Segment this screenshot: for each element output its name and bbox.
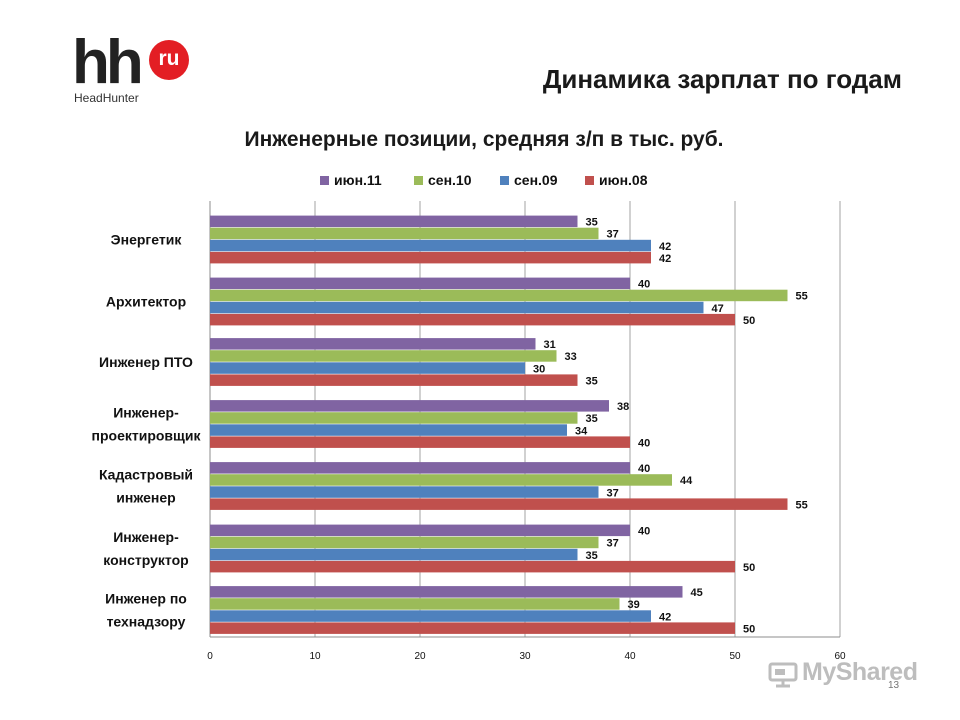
category-label-3-0: Инженер- [113, 405, 179, 421]
slide-title: Динамика зарплат по годам [542, 64, 902, 94]
data-label-3-0: 38 [617, 401, 629, 413]
bar-0-2 [210, 239, 651, 252]
data-label-4-1: 44 [680, 475, 693, 487]
data-label-2-3: 35 [586, 375, 598, 387]
data-label-2-1: 33 [565, 351, 577, 363]
bar-6-2 [210, 610, 651, 622]
bar-5-1 [210, 536, 599, 549]
legend-swatch-1 [414, 176, 423, 185]
category-label-4-0: Кадастровый [99, 467, 193, 483]
bar-0-0 [210, 215, 578, 228]
data-label-6-1: 39 [628, 599, 640, 611]
x-tick-label-60: 60 [834, 651, 846, 662]
bar-5-0 [210, 524, 630, 537]
bar-3-0 [210, 400, 609, 412]
data-label-3-3: 40 [638, 437, 650, 449]
page-number: 13 [888, 680, 900, 691]
bar-3-3 [210, 436, 630, 448]
logo-hh-text: hh [72, 28, 144, 97]
data-label-3-1: 35 [586, 413, 598, 425]
bar-6-1 [210, 598, 620, 610]
x-tick-label-0: 0 [207, 651, 213, 662]
legend-label-1: сен.10 [428, 172, 472, 188]
bar-0-3 [210, 251, 651, 264]
watermark-text: MyShared [802, 658, 918, 686]
bar-5-2 [210, 548, 578, 561]
data-label-1-3: 50 [743, 315, 755, 327]
data-label-6-2: 42 [659, 611, 671, 623]
x-tick-label-50: 50 [729, 651, 741, 662]
data-label-5-0: 40 [638, 526, 650, 538]
data-label-5-1: 37 [607, 538, 619, 550]
data-label-6-3: 50 [743, 623, 755, 635]
data-label-1-0: 40 [638, 279, 650, 291]
bar-2-0 [210, 338, 536, 350]
headhunter-logo: hh ru HeadHunter [72, 32, 202, 108]
legend-swatch-3 [585, 176, 594, 185]
category-label-6-1: технадзору [107, 614, 186, 630]
category-label-0: Энергетик [111, 232, 183, 248]
bar-4-0 [210, 462, 630, 474]
bar-1-0 [210, 277, 630, 290]
bar-4-2 [210, 486, 599, 498]
x-tick-label-10: 10 [309, 651, 321, 662]
category-label-4-1: инженер [116, 490, 175, 506]
data-label-4-3: 55 [796, 499, 808, 511]
bar-6-3 [210, 622, 735, 634]
category-label-3-1: проектировщик [92, 428, 202, 444]
legend-label-3: июн.08 [599, 172, 648, 188]
bar-5-3 [210, 560, 735, 573]
bar-4-1 [210, 474, 672, 486]
bar-1-3 [210, 313, 735, 326]
category-label-2: Инженер ПТО [99, 354, 193, 370]
presentation-icon [768, 662, 798, 688]
chart-title: Инженерные позиции, средняя з/п в тыс. р… [244, 128, 724, 151]
legend-label-2: сен.09 [514, 172, 558, 188]
bar-2-3 [210, 374, 578, 386]
data-label-6-0: 45 [691, 587, 703, 599]
data-label-0-1: 37 [607, 229, 619, 241]
data-label-5-2: 35 [586, 550, 598, 562]
bar-4-3 [210, 498, 788, 510]
logo-ru-badge: ru [149, 40, 189, 80]
logo-subtitle: HeadHunter [74, 91, 139, 105]
bar-2-2 [210, 362, 525, 374]
data-label-3-2: 34 [575, 425, 588, 437]
category-label-5-0: Инженер- [113, 529, 179, 545]
bar-3-1 [210, 412, 578, 424]
watermark: MyShared [768, 654, 928, 698]
bar-1-1 [210, 289, 788, 302]
category-label-1: Архитектор [106, 294, 186, 310]
data-label-5-3: 50 [743, 562, 755, 574]
data-label-1-2: 47 [712, 303, 724, 315]
category-label-6-0: Инженер по [105, 591, 187, 607]
legend-swatch-2 [500, 176, 509, 185]
legend-swatch-0 [320, 176, 329, 185]
bar-3-2 [210, 424, 567, 436]
data-label-2-2: 30 [533, 363, 545, 375]
category-label-5-1: конструктор [103, 552, 188, 568]
x-tick-label-30: 30 [519, 651, 531, 662]
data-label-4-0: 40 [638, 463, 650, 475]
legend-label-0: июн.11 [334, 172, 382, 188]
data-label-2-0: 31 [544, 339, 556, 351]
x-tick-label-20: 20 [414, 651, 426, 662]
data-label-0-0: 35 [586, 217, 598, 229]
bar-6-0 [210, 586, 683, 598]
data-label-0-2: 42 [659, 241, 671, 253]
x-tick-label-40: 40 [624, 651, 636, 662]
bar-2-1 [210, 350, 557, 362]
data-label-4-2: 37 [607, 487, 619, 499]
bar-0-1 [210, 227, 599, 240]
bar-1-2 [210, 301, 704, 314]
data-label-0-3: 42 [659, 253, 671, 265]
data-label-1-1: 55 [796, 291, 808, 303]
